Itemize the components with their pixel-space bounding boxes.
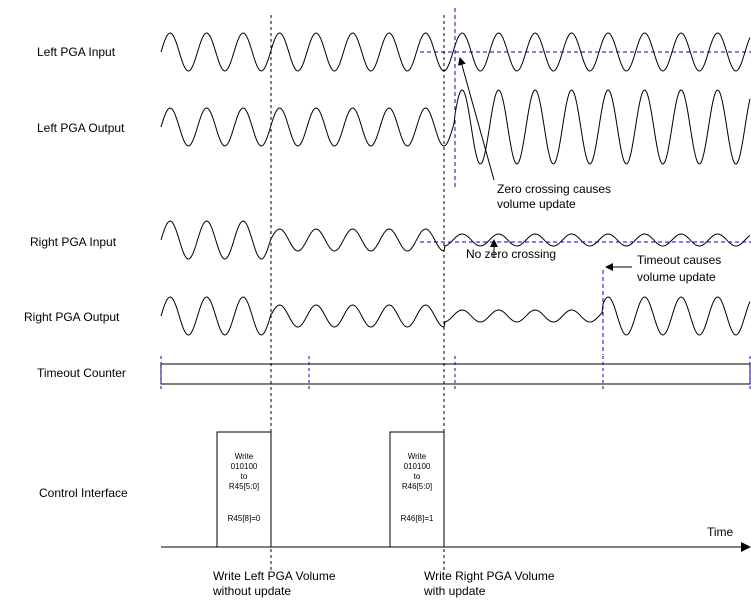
annotation-no-zero-crossing: No zero crossing xyxy=(466,247,556,261)
row-label-right-pga-input: Right PGA Input xyxy=(30,235,117,249)
write-box-right-line-2: 010100 xyxy=(404,462,431,471)
write-box-right-reg-bit: R46[8]=1 xyxy=(401,514,434,523)
write-box-right-line-4: R46[5:0] xyxy=(402,482,432,491)
write-box-right xyxy=(389,431,445,548)
write-box-left xyxy=(216,431,272,548)
write-box-left-line-2: 010100 xyxy=(231,462,258,471)
row-label-timeout-counter: Timeout Counter xyxy=(37,366,126,380)
timeout-counter-ticks xyxy=(160,356,751,392)
row-label-right-pga-output: Right PGA Output xyxy=(24,310,120,324)
annotation-zero-crossing-line-1: Zero crossing causes xyxy=(497,182,611,196)
right-pga-output-waveform xyxy=(160,296,751,336)
write-box-left-line-3: to xyxy=(241,472,248,481)
write-box-left-reg-bit: R45[8]=0 xyxy=(228,514,261,523)
time-axis-arrowhead xyxy=(741,542,751,552)
caption-right-write-line-2: with update xyxy=(423,584,486,598)
caption-right-write-line-1: Write Right PGA Volume xyxy=(424,569,555,583)
write-box-right-line-1: Write xyxy=(408,452,427,461)
annotation-zero-crossing-line-2: volume update xyxy=(497,197,576,211)
zero-crossing-arrow xyxy=(458,57,495,181)
left-pga-output-waveform xyxy=(160,89,751,165)
caption-left-write-line-1: Write Left PGA Volume xyxy=(213,569,336,583)
time-axis-label: Time xyxy=(707,525,734,539)
write-box-left-line-4: R45[5:0] xyxy=(229,482,259,491)
row-label-left-pga-output: Left PGA Output xyxy=(37,121,125,135)
right-pga-input-waveform xyxy=(160,220,751,260)
write-box-right-line-3: to xyxy=(414,472,421,481)
row-label-left-pga-input: Left PGA Input xyxy=(37,45,116,59)
annotation-timeout-line-1: Timeout causes xyxy=(637,253,721,267)
annotation-timeout-line-2: volume update xyxy=(637,270,716,284)
row-label-control-interface: Control Interface xyxy=(39,486,128,500)
caption-left-write-line-2: without update xyxy=(212,584,291,598)
write-box-left-line-1: Write xyxy=(235,452,254,461)
